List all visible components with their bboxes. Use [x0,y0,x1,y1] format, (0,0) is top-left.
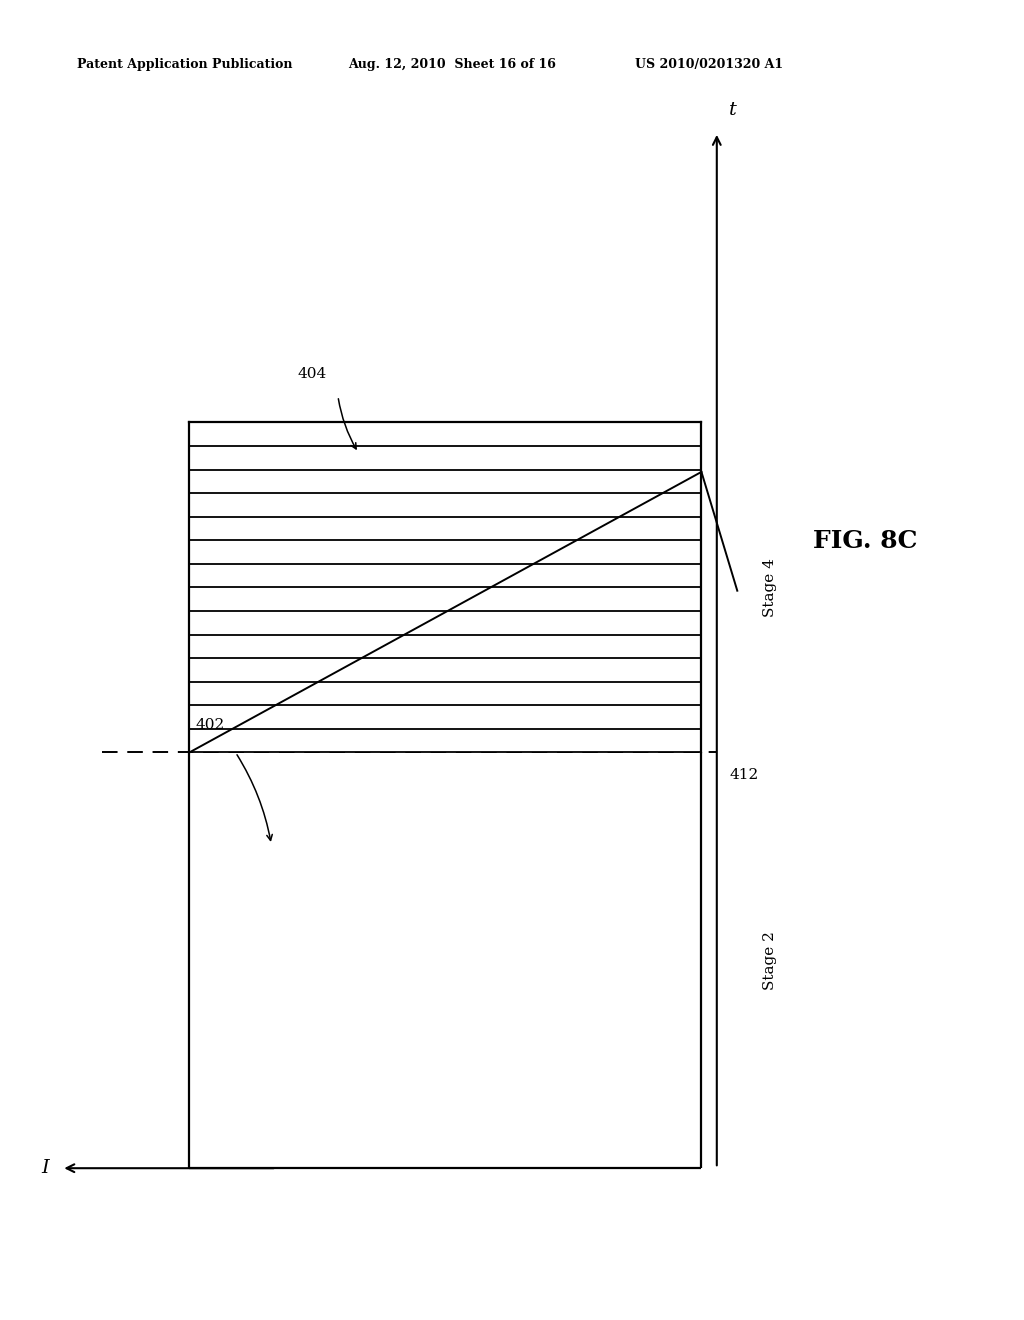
Text: Patent Application Publication: Patent Application Publication [77,58,292,71]
Text: 404: 404 [298,367,327,380]
Text: US 2010/0201320 A1: US 2010/0201320 A1 [635,58,783,71]
Text: 402: 402 [196,718,224,731]
Text: 412: 412 [729,768,759,783]
Text: I: I [41,1159,49,1177]
Text: FIG. 8C: FIG. 8C [813,529,918,553]
Text: Stage 2: Stage 2 [763,931,777,990]
Text: t: t [729,100,737,119]
Text: Stage 4: Stage 4 [763,558,777,616]
Text: Aug. 12, 2010  Sheet 16 of 16: Aug. 12, 2010 Sheet 16 of 16 [348,58,556,71]
Bar [189,422,701,752]
